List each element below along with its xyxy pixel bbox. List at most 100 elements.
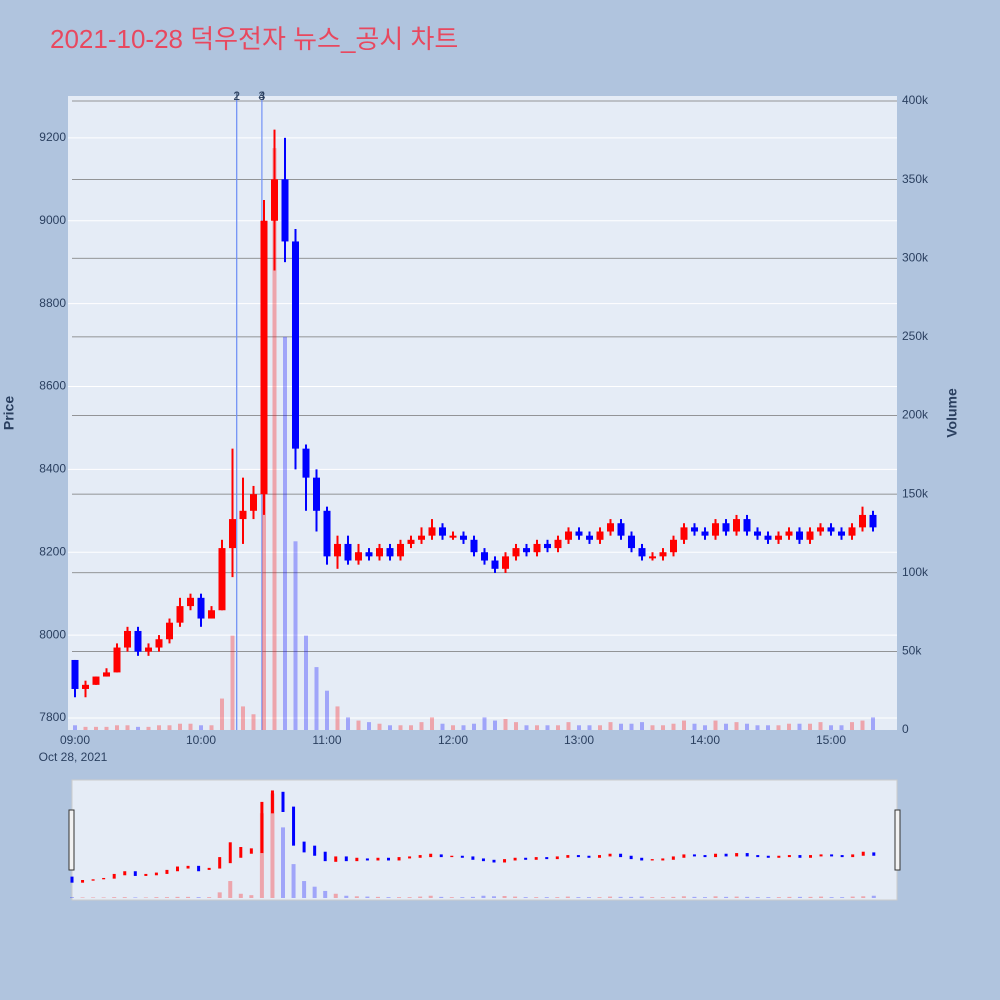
candle-body — [428, 527, 436, 536]
candle-body — [754, 531, 761, 536]
volume-bar — [871, 717, 875, 730]
volume-bar — [598, 725, 602, 730]
candle-body — [785, 531, 793, 536]
y2-tick-label: 0 — [902, 722, 909, 736]
volume-bar — [94, 726, 98, 730]
candle-body — [848, 527, 856, 536]
candle-body — [764, 535, 772, 540]
volume-bar — [178, 723, 182, 730]
mini-volume-bar — [375, 896, 380, 898]
volume-bar — [356, 720, 361, 730]
y2-tick-label: 150k — [902, 486, 929, 500]
volume-bar — [157, 725, 161, 730]
volume-bar — [451, 725, 455, 730]
y-tick-label: 8600 — [39, 379, 66, 393]
volume-bar — [787, 723, 791, 730]
mini-volume-bar — [323, 890, 328, 898]
volume-bar — [230, 635, 235, 730]
candle-body — [596, 531, 604, 540]
candle-body — [670, 539, 677, 553]
volume-bar — [493, 720, 497, 730]
volume-bar — [314, 667, 319, 730]
mini-volume-bar — [618, 896, 623, 898]
candle-body — [113, 647, 121, 673]
candle-body — [712, 523, 719, 536]
volume-bar — [83, 726, 88, 730]
volume-bar — [251, 714, 256, 730]
volume-bar — [272, 148, 277, 731]
y-tick-label: 8800 — [39, 296, 66, 310]
candle-body — [92, 676, 100, 685]
candle-body — [155, 639, 163, 648]
mini-volume-bar — [101, 897, 106, 898]
candle-body — [365, 552, 373, 557]
mini-volume-bar — [164, 897, 169, 898]
candle-body — [134, 630, 142, 652]
candle-body — [323, 510, 331, 557]
x-tick-label: 14:00 — [690, 733, 720, 747]
mini-volume-bar — [692, 896, 697, 898]
volume-bar — [482, 717, 487, 730]
volume-bar — [629, 723, 634, 730]
volume-bar — [608, 722, 613, 730]
mini-volume-bar — [207, 897, 212, 898]
volume-bar — [188, 723, 193, 730]
candle-body — [292, 241, 299, 449]
mini-volume-bar — [513, 896, 518, 898]
mini-volume-bar — [143, 897, 148, 898]
candle-body — [386, 548, 394, 557]
candle-body — [124, 630, 131, 648]
candle-body — [271, 179, 278, 221]
mini-volume-bar — [681, 896, 686, 898]
mini-volume-bar — [565, 896, 570, 898]
mini-volume-bar — [586, 897, 591, 898]
candle-body — [733, 519, 740, 532]
x-tick-label: 11:00 — [312, 733, 341, 747]
mini-volume-bar — [228, 881, 233, 898]
y2-tick-label: 200k — [902, 408, 929, 422]
mini-volume-bar — [840, 897, 845, 898]
grid: 7800 8000 8200 8400 8600 8800 9000 9200 0 50k 100k… — [39, 89, 929, 747]
volume-bar — [199, 725, 203, 730]
y2-axis-title: Volume — [944, 388, 960, 438]
candle-body — [281, 179, 289, 242]
y2-tick-label: 350k — [902, 172, 929, 186]
candle-body — [859, 514, 866, 528]
candle-body — [722, 523, 730, 532]
candle-body — [187, 597, 194, 607]
volume-bar — [850, 722, 854, 730]
mini-volume-bar — [724, 896, 729, 898]
volume-bar — [808, 723, 812, 730]
mini-volume-bar — [755, 897, 760, 898]
mini-volume-bar — [154, 897, 159, 898]
candle-body — [176, 606, 184, 623]
candle-body — [313, 477, 320, 511]
mini-volume-bar — [238, 893, 243, 898]
mini-volume-bar — [428, 895, 433, 898]
mini-volume-bar — [850, 896, 855, 898]
range-handle-right[interactable] — [894, 809, 901, 871]
mini-volume-bar — [650, 897, 655, 898]
volume-bar — [650, 725, 655, 730]
candle-body — [701, 531, 709, 536]
range-slider[interactable] — [71, 779, 898, 901]
range-handle-left[interactable] — [68, 809, 75, 871]
volume-bar — [514, 722, 518, 730]
plot-area — [68, 96, 897, 730]
candle-body — [355, 552, 362, 561]
y2-tick-label: 100k — [902, 565, 929, 579]
mini-volume-bar — [776, 897, 781, 898]
volume-bar — [73, 725, 77, 730]
mini-volume-bar — [344, 895, 349, 898]
mini-volume-bar — [671, 896, 676, 898]
mini-volume-bar — [386, 897, 391, 898]
candle-body — [628, 535, 635, 549]
volume-bar — [703, 725, 707, 730]
volume-bar — [125, 725, 130, 730]
volume-bar — [146, 726, 151, 730]
mini-volume-bar — [186, 896, 191, 898]
volume-bar — [241, 706, 245, 730]
mini-volume-bar — [333, 893, 338, 898]
annotation-label: 3 — [259, 89, 266, 103]
volume-bar — [682, 720, 686, 730]
